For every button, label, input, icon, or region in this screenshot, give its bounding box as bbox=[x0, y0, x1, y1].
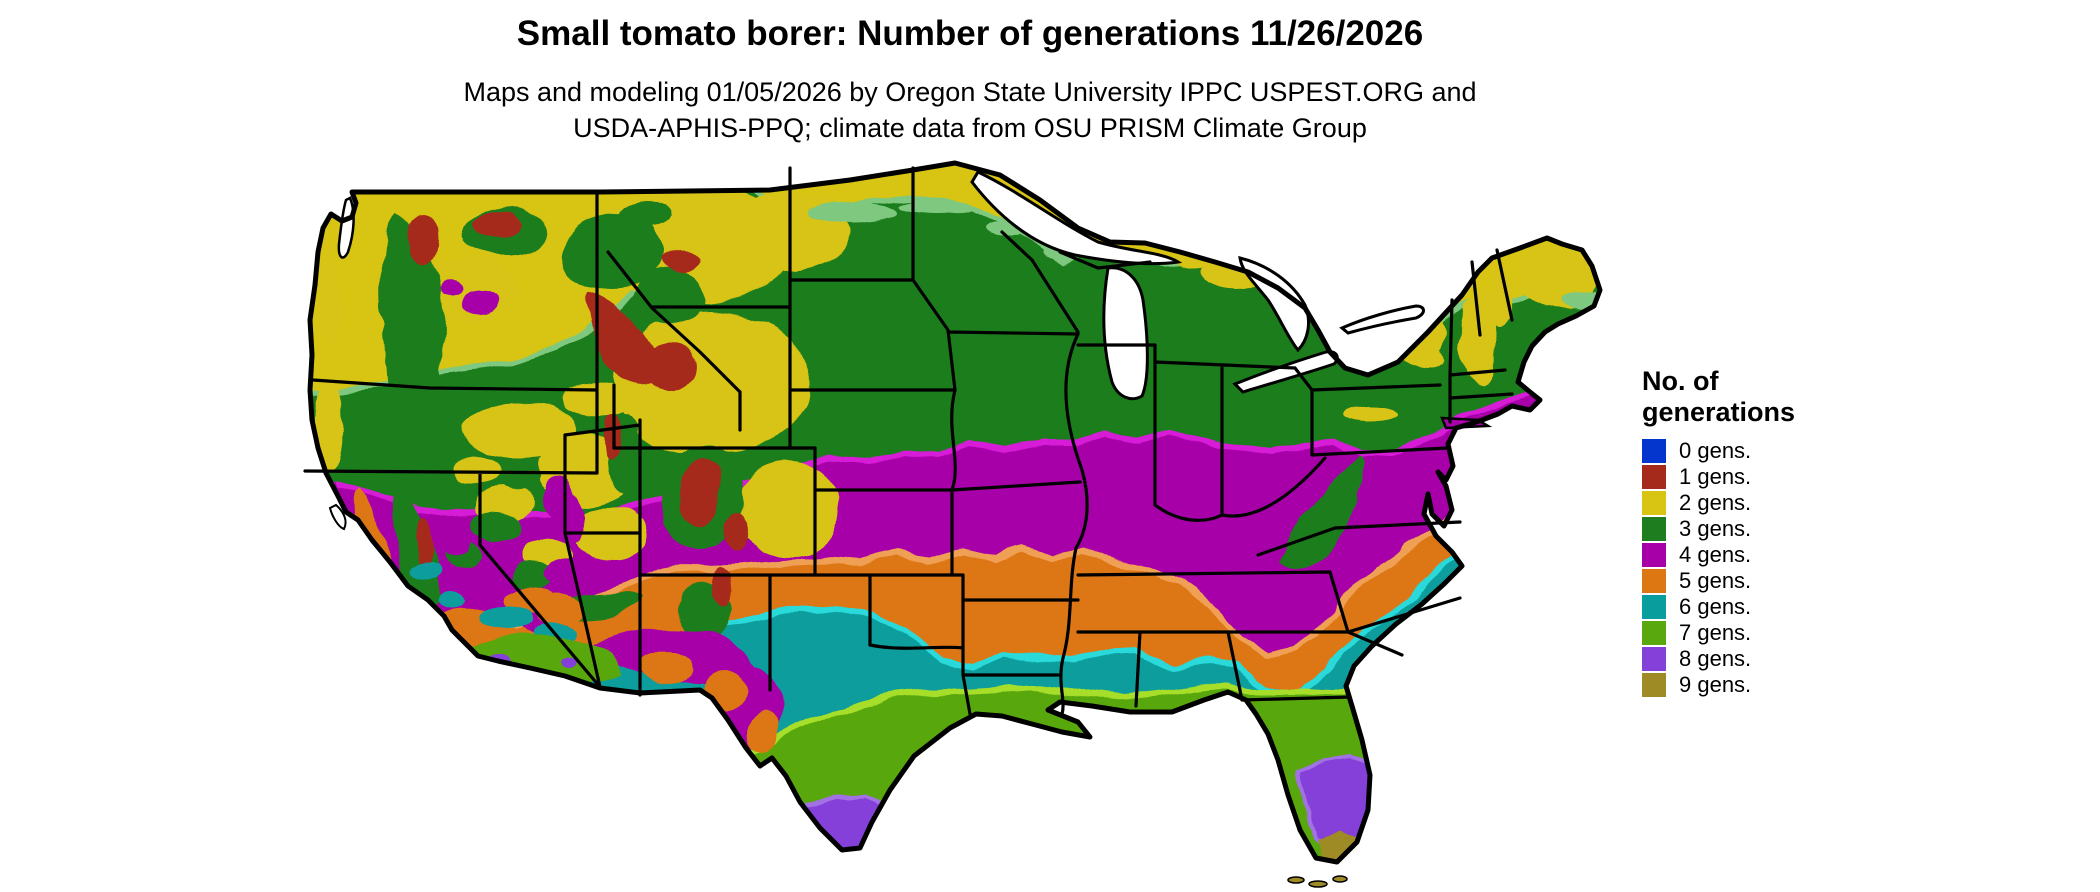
state-border-lines bbox=[303, 166, 1514, 716]
map-region-8gens-south-texas bbox=[768, 796, 931, 862]
lake-ontario bbox=[1339, 304, 1425, 335]
legend-swatch-7gens bbox=[1642, 620, 1666, 645]
legend-item-8gens: 8 gens. bbox=[1642, 646, 1902, 671]
legend-label: 6 gens. bbox=[1679, 593, 1752, 619]
map-title: Small tomato borer: Number of generation… bbox=[516, 14, 1424, 53]
legend-item-7gens: 7 gens. bbox=[1642, 620, 1902, 645]
legend-item-6gens: 6 gens. bbox=[1642, 594, 1902, 619]
legend-swatch-8gens bbox=[1642, 646, 1666, 671]
legend-item-2gens: 2 gens. bbox=[1642, 490, 1902, 515]
legend-title: No. of generations bbox=[1642, 366, 1902, 428]
legend-swatch-4gens bbox=[1642, 542, 1666, 567]
map-subtitle-line2: USDA-APHIS-PPQ; climate data from OSU PR… bbox=[573, 113, 1367, 143]
legend-items: 0 gens. 1 gens. 2 gens. 3 gens. 4 gens. … bbox=[1642, 438, 1902, 697]
legend-label: 7 gens. bbox=[1679, 619, 1752, 645]
legend-swatch-3gens bbox=[1642, 516, 1666, 541]
legend-title-line2: generations bbox=[1642, 397, 1796, 427]
san-francisco-bay bbox=[328, 503, 347, 531]
puget-sound bbox=[337, 196, 355, 259]
lake-michigan bbox=[1102, 266, 1149, 401]
legend-swatch-rect bbox=[1642, 542, 1666, 567]
legend-item-1gens: 1 gens. bbox=[1642, 464, 1902, 489]
florida-keys bbox=[1287, 875, 1348, 888]
legend-swatch-rect bbox=[1642, 672, 1666, 697]
legend-label: 3 gens. bbox=[1679, 515, 1752, 541]
legend-swatch-rect bbox=[1642, 594, 1666, 619]
legend-item-4gens: 4 gens. bbox=[1642, 542, 1902, 567]
legend-label: 8 gens. bbox=[1679, 645, 1752, 671]
legend-swatch-rect bbox=[1642, 516, 1666, 541]
legend-label: 5 gens. bbox=[1679, 567, 1752, 593]
legend-swatch-rect bbox=[1642, 646, 1666, 671]
legend: No. of generations 0 gens. 1 gens. 2 gen… bbox=[1642, 366, 1902, 698]
legend-label: 1 gens. bbox=[1679, 463, 1752, 489]
legend-label: 2 gens. bbox=[1679, 489, 1752, 515]
lake-superior bbox=[970, 170, 1183, 266]
legend-label: 0 gens. bbox=[1679, 437, 1752, 463]
legend-swatch-5gens bbox=[1642, 568, 1666, 593]
legend-item-9gens: 9 gens. bbox=[1642, 672, 1902, 697]
map-band-7gens bbox=[310, 682, 1600, 862]
lake-huron bbox=[1238, 256, 1310, 353]
legend-item-0gens: 0 gens. bbox=[1642, 438, 1902, 463]
map-subtitle: Maps and modeling 01/05/2026 by Oregon S… bbox=[120, 74, 1820, 146]
legend-swatch-2gens bbox=[1642, 490, 1666, 515]
legend-swatch-rect bbox=[1642, 464, 1666, 489]
great-lakes bbox=[328, 170, 1425, 531]
legend-swatch-6gens bbox=[1642, 594, 1666, 619]
legend-swatch-rect bbox=[1642, 620, 1666, 645]
legend-swatch-rect bbox=[1642, 568, 1666, 593]
legend-swatch-1gens bbox=[1642, 464, 1666, 489]
legend-label: 9 gens. bbox=[1679, 671, 1752, 697]
map-header: Small tomato borer: Number of generation… bbox=[120, 14, 1820, 146]
us-outline bbox=[307, 160, 1603, 865]
legend-item-5gens: 5 gens. bbox=[1642, 568, 1902, 593]
legend-label: 4 gens. bbox=[1679, 541, 1752, 567]
legend-swatch-0gens bbox=[1642, 438, 1666, 463]
map-land bbox=[310, 163, 1600, 862]
map-mosaic-1gens-mountains bbox=[406, 212, 751, 605]
legend-swatch-rect bbox=[1642, 490, 1666, 515]
legend-item-3gens: 3 gens. bbox=[1642, 516, 1902, 541]
legend-swatch-9gens bbox=[1642, 672, 1666, 697]
legend-swatch-rect bbox=[1642, 438, 1666, 463]
map-subtitle-line1: Maps and modeling 01/05/2026 by Oregon S… bbox=[463, 77, 1477, 107]
legend-title-line1: No. of bbox=[1642, 366, 1719, 396]
state-borders bbox=[303, 166, 1514, 716]
map-region-9gens-florida-tip bbox=[1318, 832, 1362, 862]
